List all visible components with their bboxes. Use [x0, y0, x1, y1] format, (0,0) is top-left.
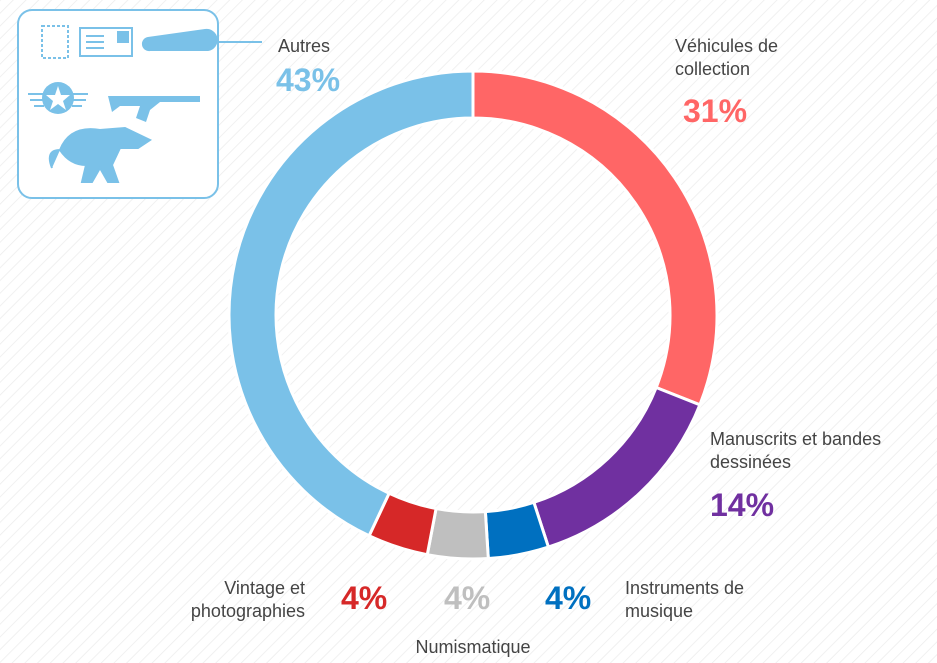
value-label: 43%: [276, 62, 341, 98]
category-label: Manuscrits et bandes dessinées: [710, 429, 882, 472]
value-label: 4%: [444, 580, 491, 616]
value-label: 14%: [710, 487, 775, 523]
icon-box: [17, 9, 262, 199]
category-label: Instruments de musique: [625, 578, 745, 621]
category-label: Vintage et photographies: [190, 578, 305, 621]
category-label: Numismatique: [415, 637, 531, 657]
donut: [227, 69, 719, 561]
donut-segment: [425, 506, 490, 561]
value-label: 31%: [683, 93, 748, 129]
value-label: 4%: [545, 580, 592, 616]
donut-segment: [227, 69, 475, 538]
value-label: 4%: [341, 580, 388, 616]
category-label: Véhicules de collection: [675, 36, 779, 79]
category-label: Autres: [278, 36, 331, 56]
